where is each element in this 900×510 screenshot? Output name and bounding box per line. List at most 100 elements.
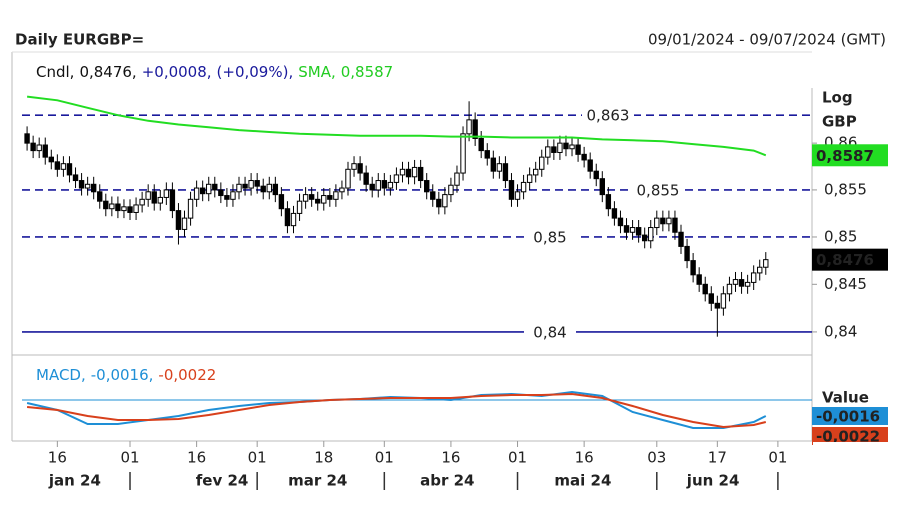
candle-body <box>387 181 394 189</box>
candle-body <box>708 293 714 304</box>
candle-body <box>290 212 297 227</box>
value-tag-box <box>812 427 888 445</box>
candle-body <box>357 163 363 174</box>
candle-body <box>672 217 678 233</box>
candle-body <box>169 189 176 212</box>
month-label: jan 24 <box>48 472 101 490</box>
axis-title: Value <box>822 389 869 407</box>
candle-body <box>720 293 727 309</box>
x-tick-label: 18 <box>314 449 333 467</box>
y-tick-label: 0,84 <box>824 322 857 340</box>
x-tick-label: 17 <box>708 449 727 467</box>
macd-line <box>27 392 767 429</box>
candle-body <box>66 163 73 176</box>
candle-body <box>48 156 55 163</box>
candle-body <box>660 217 666 225</box>
candle-body <box>575 144 581 155</box>
candle-body <box>526 174 533 183</box>
reference-label-bg <box>632 179 684 200</box>
candle-body <box>206 183 212 195</box>
candle-body <box>327 195 333 200</box>
legend-item: (+0,09%), <box>217 63 294 81</box>
y-tick-label: 0,85 <box>824 227 857 245</box>
legend-item: +0,0008, <box>142 63 212 81</box>
candle-body <box>557 142 563 153</box>
candle-body <box>757 266 763 274</box>
candle-body <box>611 208 618 219</box>
x-tick-label: 01 <box>375 449 394 467</box>
candle-body <box>629 227 636 233</box>
candle-body <box>97 191 103 202</box>
axis-title: GBP <box>822 113 857 131</box>
candle-body <box>417 166 424 182</box>
candle-body <box>90 183 97 193</box>
candle-body <box>103 200 109 210</box>
date-range: 09/01/2024 - 09/07/2024 (GMT) <box>648 31 886 49</box>
candle-body <box>599 178 605 196</box>
candle-body <box>617 217 624 227</box>
x-tick-label: 16 <box>48 449 67 467</box>
x-tick-label: 01 <box>508 449 527 467</box>
candle-body <box>345 168 351 189</box>
candle-body <box>60 163 67 170</box>
chart-title: Daily EURGBP= <box>15 31 144 49</box>
candle-body <box>296 200 303 214</box>
candle-body <box>187 198 194 219</box>
candle-body <box>321 195 327 204</box>
candle-body <box>242 183 248 189</box>
value-tag: 0,8476 <box>816 251 874 269</box>
candle-body <box>230 191 236 200</box>
legend: MACD, -0,0016, -0,0022 <box>36 366 216 384</box>
candle-body <box>763 259 769 268</box>
value-tag-box <box>812 248 888 271</box>
candle-body <box>351 163 357 170</box>
candle-body <box>448 184 454 196</box>
candle-body <box>593 170 599 180</box>
candle-body <box>24 133 30 144</box>
candle-body <box>750 272 757 283</box>
candle-body <box>496 163 503 172</box>
candle-body <box>199 187 206 195</box>
candle-body <box>399 168 406 176</box>
value-tag-box <box>812 144 888 167</box>
candle-body <box>744 281 751 287</box>
candle-body <box>224 195 230 200</box>
candle-body <box>654 217 660 229</box>
candle-body <box>375 180 381 191</box>
candle-body <box>539 156 545 170</box>
candle-body <box>690 260 696 276</box>
candle-body <box>605 194 612 210</box>
candle-body <box>218 189 224 197</box>
candle-body <box>151 191 157 204</box>
reference-label: 0,84 <box>533 323 566 341</box>
candle-body <box>726 283 733 295</box>
candle-body <box>666 217 672 225</box>
candle-body <box>175 210 182 230</box>
candle-body <box>163 189 170 198</box>
candle-body <box>236 183 242 193</box>
candle-body <box>109 203 115 210</box>
month-label: jun 24 <box>686 472 740 490</box>
legend-item: 0,8476, <box>79 63 136 81</box>
candle-body <box>272 183 279 196</box>
value-tag: -0,0022 <box>816 428 880 446</box>
candle-body <box>393 174 400 183</box>
sma-line <box>26 95 767 157</box>
candle-body <box>133 204 139 213</box>
candle-body <box>30 142 36 152</box>
legend-item: -0,0016, <box>91 366 154 384</box>
candle-body <box>405 168 412 178</box>
candle-body <box>563 142 569 150</box>
candle-body <box>678 231 684 247</box>
legend: Cndl, 0,8476, +0,0008, (+0,09%), SMA, 0,8587 <box>36 63 393 81</box>
candle-body <box>641 234 648 242</box>
x-tick-label: 16 <box>187 449 206 467</box>
candle-body <box>278 194 285 210</box>
candle-body <box>466 119 472 135</box>
candle-body <box>121 206 127 212</box>
y-tick-label: 0,845 <box>824 275 867 293</box>
candle-body <box>436 198 442 208</box>
candle-body <box>78 180 85 189</box>
candle-body <box>514 191 521 200</box>
